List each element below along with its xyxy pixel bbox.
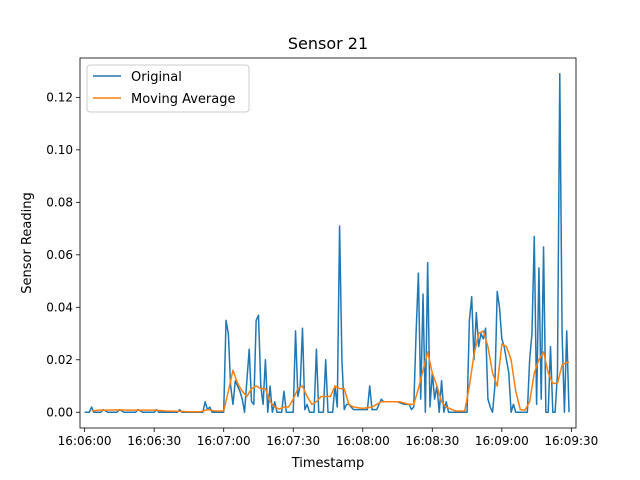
y-tick-label: 0.00 — [46, 405, 73, 419]
y-tick-label: 0.10 — [46, 143, 73, 157]
chart-title: Sensor 21 — [288, 34, 368, 53]
plot-lines — [84, 72, 570, 414]
x-tick-label: 16:08:00 — [336, 434, 390, 448]
x-axis-label: Timestamp — [291, 456, 365, 471]
x-tick-label: 16:07:00 — [197, 434, 251, 448]
legend: Original Moving Average — [86, 64, 250, 113]
y-tick-label: 0.06 — [46, 248, 73, 262]
x-tick-label: 16:08:30 — [405, 434, 459, 448]
x-tick-label: 16:09:30 — [544, 434, 598, 448]
legend-moving-average-label: Moving Average — [131, 92, 235, 107]
y-axis-ticks: 0.00 0.02 0.04 0.06 0.08 0.10 0.12 — [46, 90, 80, 419]
x-tick-label: 16:06:00 — [58, 434, 112, 448]
y-tick-label: 0.04 — [46, 300, 73, 314]
y-axis-label: Sensor Reading — [20, 192, 35, 293]
series-line-original — [84, 72, 570, 414]
plot-frame — [79, 57, 577, 429]
x-tick-label: 16:07:30 — [266, 434, 320, 448]
series-line-moving-average — [91, 330, 570, 413]
x-tick-label: 16:09:00 — [475, 434, 529, 448]
legend-box — [86, 64, 250, 113]
legend-original-label: Original — [131, 70, 182, 85]
x-tick-label: 16:06:30 — [127, 434, 181, 448]
x-axis-ticks: 16:06:00 16:06:30 16:07:00 16:07:30 16:08:00… — [58, 428, 598, 448]
y-tick-label: 0.02 — [46, 353, 73, 367]
y-tick-label: 0.12 — [46, 90, 73, 104]
y-tick-label: 0.08 — [46, 195, 73, 209]
